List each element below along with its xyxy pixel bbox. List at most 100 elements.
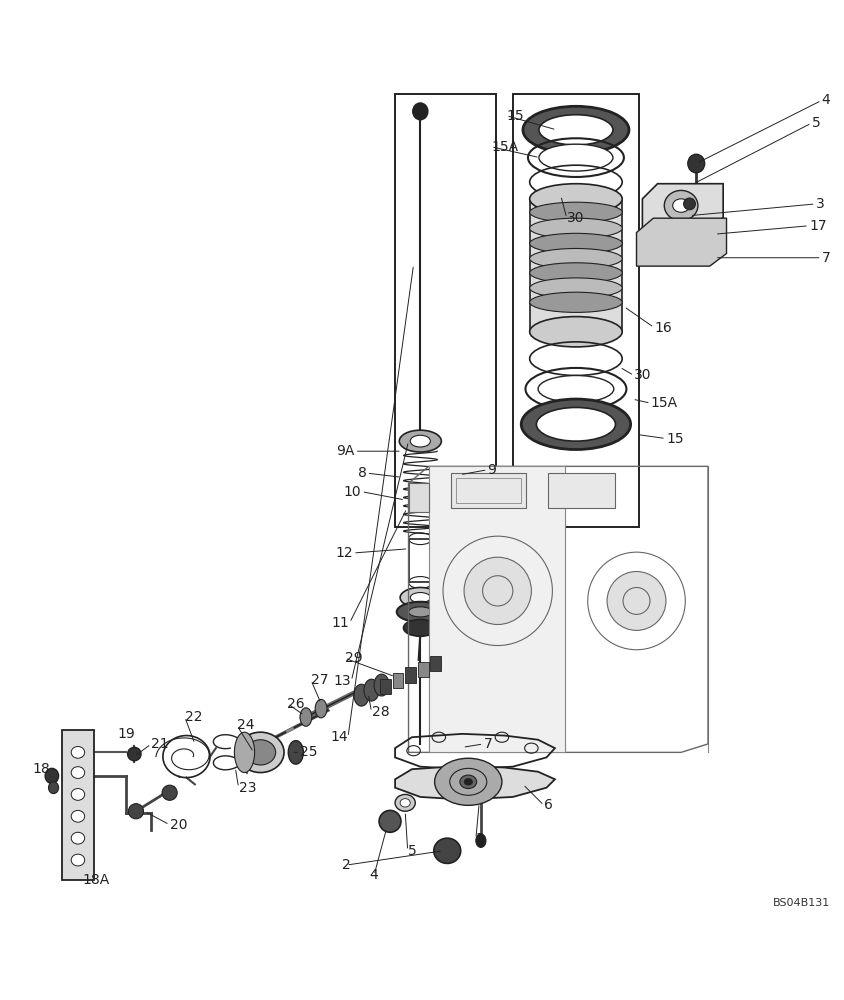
Text: 19: 19	[117, 727, 135, 741]
Ellipse shape	[435, 758, 502, 805]
Ellipse shape	[71, 789, 84, 800]
Ellipse shape	[71, 746, 84, 758]
Text: 30: 30	[566, 211, 584, 225]
Ellipse shape	[539, 115, 613, 145]
Text: 8: 8	[358, 466, 366, 480]
Ellipse shape	[530, 233, 622, 254]
Ellipse shape	[476, 834, 486, 847]
Ellipse shape	[162, 785, 177, 800]
Text: 29: 29	[344, 651, 362, 665]
Ellipse shape	[530, 202, 622, 222]
Text: 6: 6	[544, 798, 553, 812]
Bar	[418, 662, 429, 677]
Text: 7: 7	[484, 737, 492, 751]
Text: 18A: 18A	[82, 873, 109, 887]
Ellipse shape	[71, 767, 84, 778]
Ellipse shape	[523, 106, 629, 153]
Text: 7: 7	[821, 251, 830, 265]
Text: 18: 18	[32, 762, 50, 776]
Polygon shape	[429, 466, 565, 752]
Ellipse shape	[688, 154, 705, 173]
Polygon shape	[636, 218, 727, 266]
Bar	[408, 539, 432, 582]
Text: 2: 2	[342, 858, 350, 872]
Text: 24: 24	[237, 718, 254, 732]
Text: 5: 5	[811, 116, 820, 130]
Bar	[405, 667, 416, 683]
Text: 10: 10	[344, 485, 361, 499]
Ellipse shape	[673, 199, 690, 212]
Text: BS04B131: BS04B131	[773, 898, 830, 908]
Ellipse shape	[530, 218, 622, 238]
Ellipse shape	[460, 775, 477, 789]
Ellipse shape	[607, 572, 666, 630]
Ellipse shape	[235, 732, 255, 773]
Ellipse shape	[71, 832, 84, 844]
Ellipse shape	[522, 399, 630, 450]
Polygon shape	[395, 766, 555, 799]
Text: 28: 28	[371, 705, 389, 719]
Ellipse shape	[530, 317, 622, 347]
Ellipse shape	[538, 375, 614, 402]
Text: 15A: 15A	[491, 140, 518, 154]
Text: 20: 20	[170, 818, 187, 832]
Ellipse shape	[684, 198, 695, 210]
Ellipse shape	[539, 144, 613, 171]
Bar	[549, 473, 615, 508]
Text: 9A: 9A	[336, 444, 354, 458]
Bar	[395, 94, 496, 527]
Text: 21: 21	[151, 737, 169, 751]
Ellipse shape	[400, 587, 441, 608]
Ellipse shape	[530, 278, 622, 298]
Bar	[513, 94, 639, 527]
Ellipse shape	[413, 103, 428, 120]
Bar	[451, 473, 527, 508]
Text: 12: 12	[335, 546, 353, 560]
Ellipse shape	[71, 854, 84, 866]
Text: 11: 11	[332, 616, 349, 630]
Ellipse shape	[464, 557, 532, 625]
Ellipse shape	[374, 674, 389, 696]
Bar	[530, 199, 622, 332]
Bar	[392, 673, 403, 688]
Ellipse shape	[464, 778, 473, 785]
Ellipse shape	[364, 679, 379, 701]
Ellipse shape	[48, 782, 58, 794]
Text: 4: 4	[821, 93, 830, 107]
Ellipse shape	[403, 619, 437, 636]
Ellipse shape	[289, 741, 303, 764]
Ellipse shape	[237, 732, 284, 773]
Text: 3: 3	[476, 832, 484, 846]
Text: 4: 4	[370, 868, 378, 882]
Bar	[408, 483, 429, 512]
Ellipse shape	[400, 799, 410, 807]
Bar	[380, 679, 391, 694]
Ellipse shape	[354, 684, 369, 706]
Polygon shape	[642, 184, 723, 231]
Bar	[456, 478, 522, 503]
Text: 23: 23	[239, 781, 256, 795]
Ellipse shape	[664, 190, 698, 221]
Bar	[62, 730, 94, 880]
Text: 15: 15	[666, 432, 684, 446]
Ellipse shape	[300, 708, 311, 726]
Ellipse shape	[71, 810, 84, 822]
Text: 30: 30	[634, 368, 652, 382]
Ellipse shape	[530, 184, 622, 214]
Text: 25: 25	[300, 745, 317, 759]
Text: 26: 26	[288, 697, 305, 711]
Ellipse shape	[434, 838, 461, 863]
Ellipse shape	[128, 804, 143, 819]
Ellipse shape	[530, 248, 622, 269]
Ellipse shape	[379, 810, 401, 832]
Bar	[430, 656, 441, 671]
Text: 5: 5	[408, 844, 416, 858]
Text: 13: 13	[333, 674, 351, 688]
Text: 22: 22	[185, 710, 203, 724]
Ellipse shape	[127, 747, 141, 761]
Text: 17: 17	[809, 219, 826, 233]
Text: 27: 27	[311, 673, 328, 687]
Ellipse shape	[410, 435, 430, 447]
Ellipse shape	[410, 593, 430, 603]
Ellipse shape	[408, 607, 432, 617]
